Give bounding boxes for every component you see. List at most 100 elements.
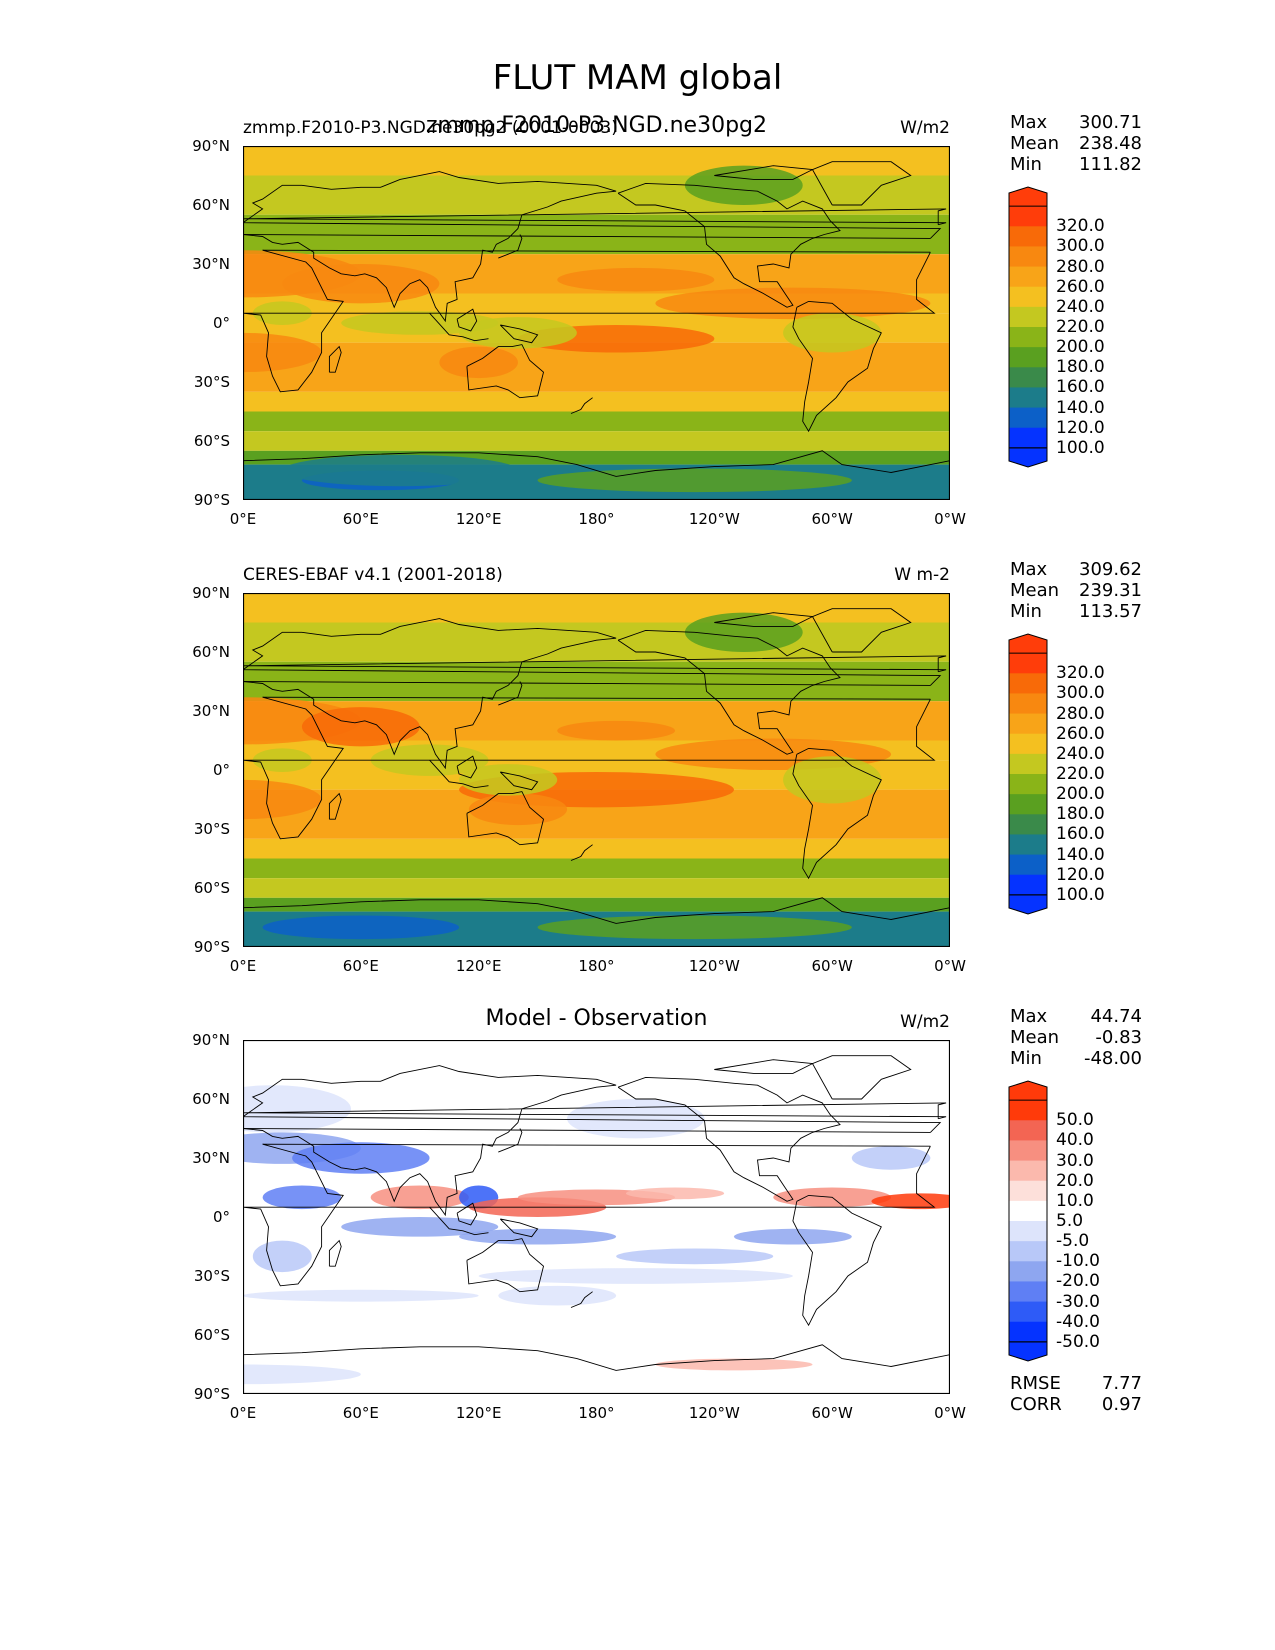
lon-tick-label: 120°E [455,1404,502,1422]
lon-tick-label: 0°W [934,510,966,528]
coastline-14 [714,612,815,627]
field-blob-15 [478,1268,793,1284]
min-value: -48.00 [1083,1048,1142,1069]
colorbar-tick-label: 300.0 [1056,683,1105,704]
max-value: 44.74 [1090,1006,1142,1027]
lat-tick-label: 0° [212,314,230,332]
colorbar-tick-label: 180.0 [1056,357,1105,378]
colorbar-tick-label: 180.0 [1056,804,1105,825]
field-band-7 [243,838,950,859]
field-band-8 [243,411,950,432]
field-blob-13 [252,1240,312,1273]
coastline-5 [811,161,912,206]
colorbar-bottom-arrow [1008,1341,1048,1362]
coastlines [243,1055,950,1371]
colorbar-swatch [1009,1160,1047,1182]
colorbar-top-arrow [1008,1080,1048,1102]
colorbar-tick-label: 50.0 [1056,1110,1094,1131]
field-blob-3 [655,287,931,320]
colorbar-tick-label: 120.0 [1056,864,1105,885]
colorbar-tick-label: 140.0 [1056,397,1105,418]
max-label: Max [1010,112,1048,133]
coastline-10 [498,681,523,706]
lat-tick-label: 30°N [192,255,230,273]
coastline-7 [429,759,489,789]
colorbar-swatch [1009,427,1047,449]
field-blob-14 [243,1289,479,1302]
panel-title-left: CERES-EBAF v4.1 (2001-2018) [243,565,503,585]
mean-label: Mean [1010,580,1060,601]
field-blob-1 [282,264,440,304]
field-band-8 [243,858,950,879]
coastline-9 [499,324,539,344]
coastline-10 [498,234,523,259]
lon-tick-label: 60°E [342,510,379,528]
panel-units: W/m2 [900,118,950,138]
colorbar-swatch [1009,306,1047,328]
lon-tick-label: 0°W [934,957,966,975]
colorbar-tick-label: 200.0 [1056,337,1105,358]
min-value: 111.82 [1079,154,1142,175]
colorbar-bottom-arrow [1008,894,1048,915]
colorbar-swatch [1009,854,1047,876]
colorbar-swatch [1009,1120,1047,1141]
lat-tick-label: 90°N [192,584,230,602]
colorbar-swatches [1008,1080,1048,1362]
mean-label: Mean [1010,1027,1060,1048]
colorbar-tick-label: 300.0 [1056,236,1105,257]
colorbar-tick-label: 100.0 [1056,884,1105,905]
coastline-8 [456,755,478,779]
field-blob-13 [537,468,852,493]
lon-tick-label: 120°W [688,957,740,975]
field-blob-5 [243,332,322,373]
stats-box: Max 309.62 Mean 239.31 Min 113.57 [1010,559,1142,622]
field-blob-11 [262,915,460,940]
mean-value: -0.83 [1095,1027,1142,1048]
colorbar-swatch [1009,834,1047,856]
panel-units: W/m2 [900,1012,950,1032]
coastline-3 [617,182,841,308]
colorbar-tick-label: 10.0 [1056,1190,1094,1211]
colorbar-tick-label: 280.0 [1056,703,1105,724]
coastline-6 [243,450,950,477]
coastline-2 [466,344,545,399]
colorbar-swatch [1009,733,1047,755]
coastline-0 [243,696,936,840]
lat-tick-label: 0° [212,1208,230,1226]
mean-label: Mean [1010,133,1060,154]
colorbar-swatch [1009,1301,1047,1323]
colorbar-top-arrow [1008,633,1048,655]
colorbar-tick-label: 160.0 [1056,377,1105,398]
colorbar-tick-label: 260.0 [1056,723,1105,744]
coastline-1 [243,171,942,323]
coastline-4 [792,747,882,880]
field-blob-11 [459,1228,617,1245]
lat-tick-label: 30°S [193,373,230,391]
colorbar-swatch [1009,774,1047,795]
colorbar-frame [1008,1099,1048,1343]
field-blob-14 [684,165,803,205]
colorbar-swatch [1009,286,1047,308]
coastline-14 [714,1059,815,1074]
coastline-12 [243,208,947,226]
field-blob-7 [341,311,499,335]
field-blob-9 [783,756,882,804]
lon-tick-label: 60°E [342,1404,379,1422]
panel-title-left: zmmp.F2010-P3.NGD.ne30pg2 (0001-0003) [243,118,618,138]
lon-tick-label: 0°E [229,957,257,975]
error-stats: RMSE 7.77 CORR 0.97 [1010,1373,1142,1415]
colorbar-swatch [1009,794,1047,815]
coastline-6 [243,1344,950,1371]
coastline-12 [243,1102,947,1120]
lat-tick-label: 60°N [192,196,230,214]
colorbar-tick-label: 220.0 [1056,317,1105,337]
coastline-1 [243,1065,942,1217]
colorbar-swatch [1009,1200,1047,1222]
lat-tick-label: 90°N [192,1031,230,1049]
field-blob-5 [243,779,322,820]
field-blob-7 [625,1187,725,1200]
colorbar-swatch [1009,387,1047,409]
lon-tick-label: 0°W [934,1404,966,1422]
colorbar-swatch [1009,1180,1047,1202]
coastline-5 [811,608,912,653]
